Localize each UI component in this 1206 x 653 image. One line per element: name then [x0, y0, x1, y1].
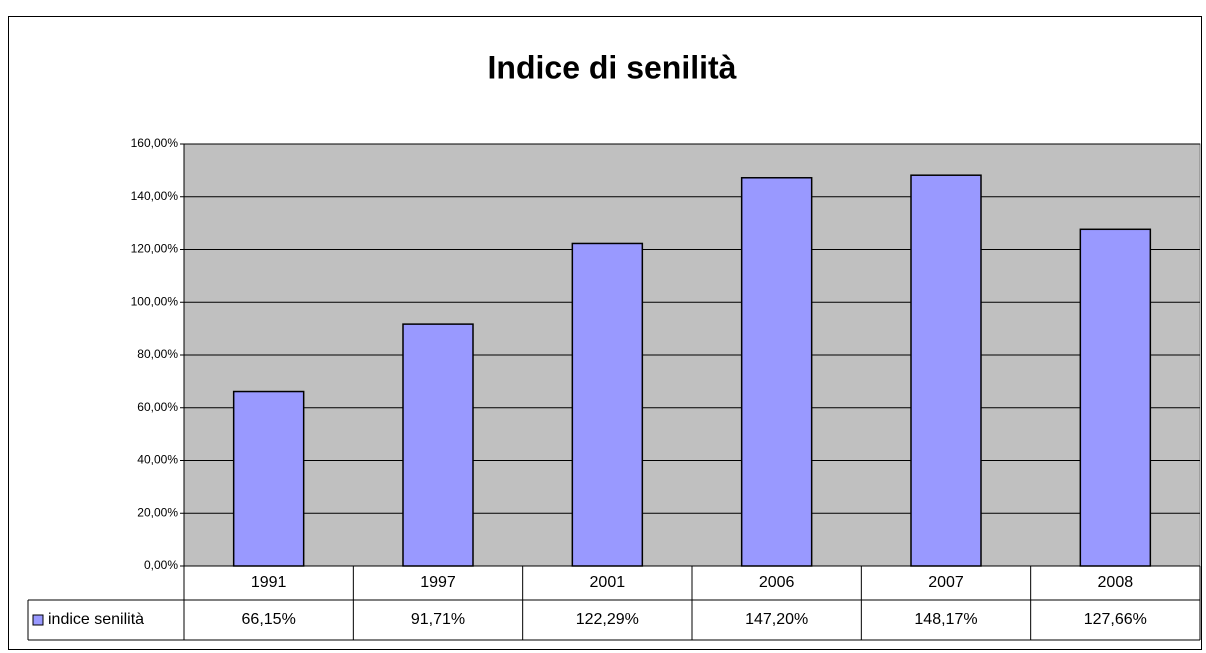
y-tick-label: 160,00% [131, 136, 179, 150]
bar [571, 242, 644, 567]
x-tick-label: 1991 [251, 574, 287, 591]
x-tick-label: 2006 [759, 574, 795, 591]
y-tick-label: 140,00% [131, 189, 179, 203]
x-tick-label: 2007 [928, 574, 964, 591]
y-tick-label: 60,00% [137, 400, 178, 414]
data-label: 122,29% [576, 611, 639, 628]
y-tick-label: 0,00% [144, 558, 178, 572]
bar [740, 177, 813, 567]
data-label: 147,20% [745, 611, 808, 628]
bar [232, 390, 305, 567]
chart-title: Indice di senilità [488, 49, 737, 85]
bar [1079, 228, 1152, 567]
bar [910, 174, 982, 567]
data-label: 66,15% [242, 611, 296, 628]
data-label: 127,66% [1084, 611, 1147, 628]
x-tick-label: 2008 [1098, 574, 1134, 591]
y-tick-label: 80,00% [137, 347, 178, 361]
x-tick-label: 2001 [590, 574, 626, 591]
x-tick-label: 1997 [420, 574, 456, 591]
y-tick-label: 100,00% [131, 294, 179, 308]
y-tick-label: 120,00% [131, 242, 179, 256]
data-label: 148,17% [914, 611, 977, 628]
bar [402, 323, 474, 567]
legend-key [32, 614, 44, 626]
legend-label: indice senilità [48, 611, 144, 628]
y-tick-label: 20,00% [137, 505, 178, 519]
y-tick-label: 40,00% [137, 453, 178, 467]
data-label: 91,71% [411, 611, 465, 628]
